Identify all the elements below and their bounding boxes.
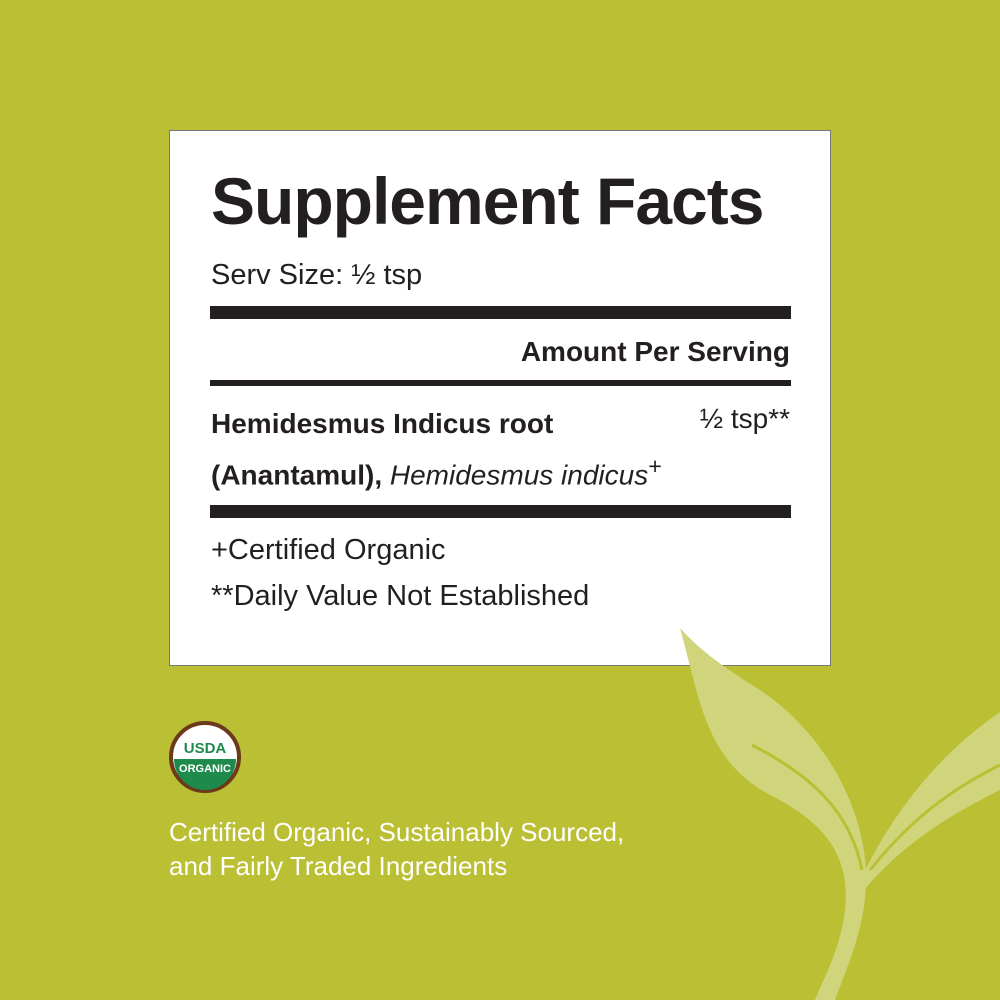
footnote-organic: +Certified Organic xyxy=(211,534,446,566)
divider xyxy=(210,380,791,386)
thick-divider-bottom xyxy=(210,505,791,518)
tagline: Certified Organic, Sustainably Sourced, … xyxy=(169,815,624,883)
ingredient-name-line1: Hemidesmus Indicus root xyxy=(211,408,554,439)
amount-per-serving-header: Amount Per Serving xyxy=(520,336,790,367)
seal-usda-text: USDA xyxy=(184,740,227,757)
supplement-facts-panel: Supplement Facts Serv Size: ½ tsp Amount… xyxy=(169,130,831,666)
tagline-line2: and Fairly Traded Ingredients xyxy=(169,851,508,881)
leaf-vein xyxy=(751,743,864,871)
ingredient-name: Hemidesmus Indicus root (Anantamul), Hem… xyxy=(211,403,662,496)
organic-mark: + xyxy=(648,453,662,479)
right-leaf-vein xyxy=(868,763,1000,871)
usda-organic-seal: USDA ORGANIC xyxy=(169,721,241,793)
ingredient-amount: ½ tsp** xyxy=(699,403,790,434)
ingredient-latin-name: Hemidesmus indicus xyxy=(389,459,649,491)
tagline-line1: Certified Organic, Sustainably Sourced, xyxy=(169,817,625,847)
serving-size: Serv Size: ½ tsp xyxy=(211,259,423,291)
left-leaf-shape xyxy=(680,628,867,1000)
right-leaf-shape xyxy=(852,712,1000,900)
footnote-daily-value: **Daily Value Not Established xyxy=(211,580,590,612)
panel-title: Supplement Facts xyxy=(211,164,764,238)
thick-divider xyxy=(210,306,791,319)
seal-organic-text: ORGANIC xyxy=(179,763,231,775)
ingredient-common-name: (Anantamul), xyxy=(211,459,383,491)
